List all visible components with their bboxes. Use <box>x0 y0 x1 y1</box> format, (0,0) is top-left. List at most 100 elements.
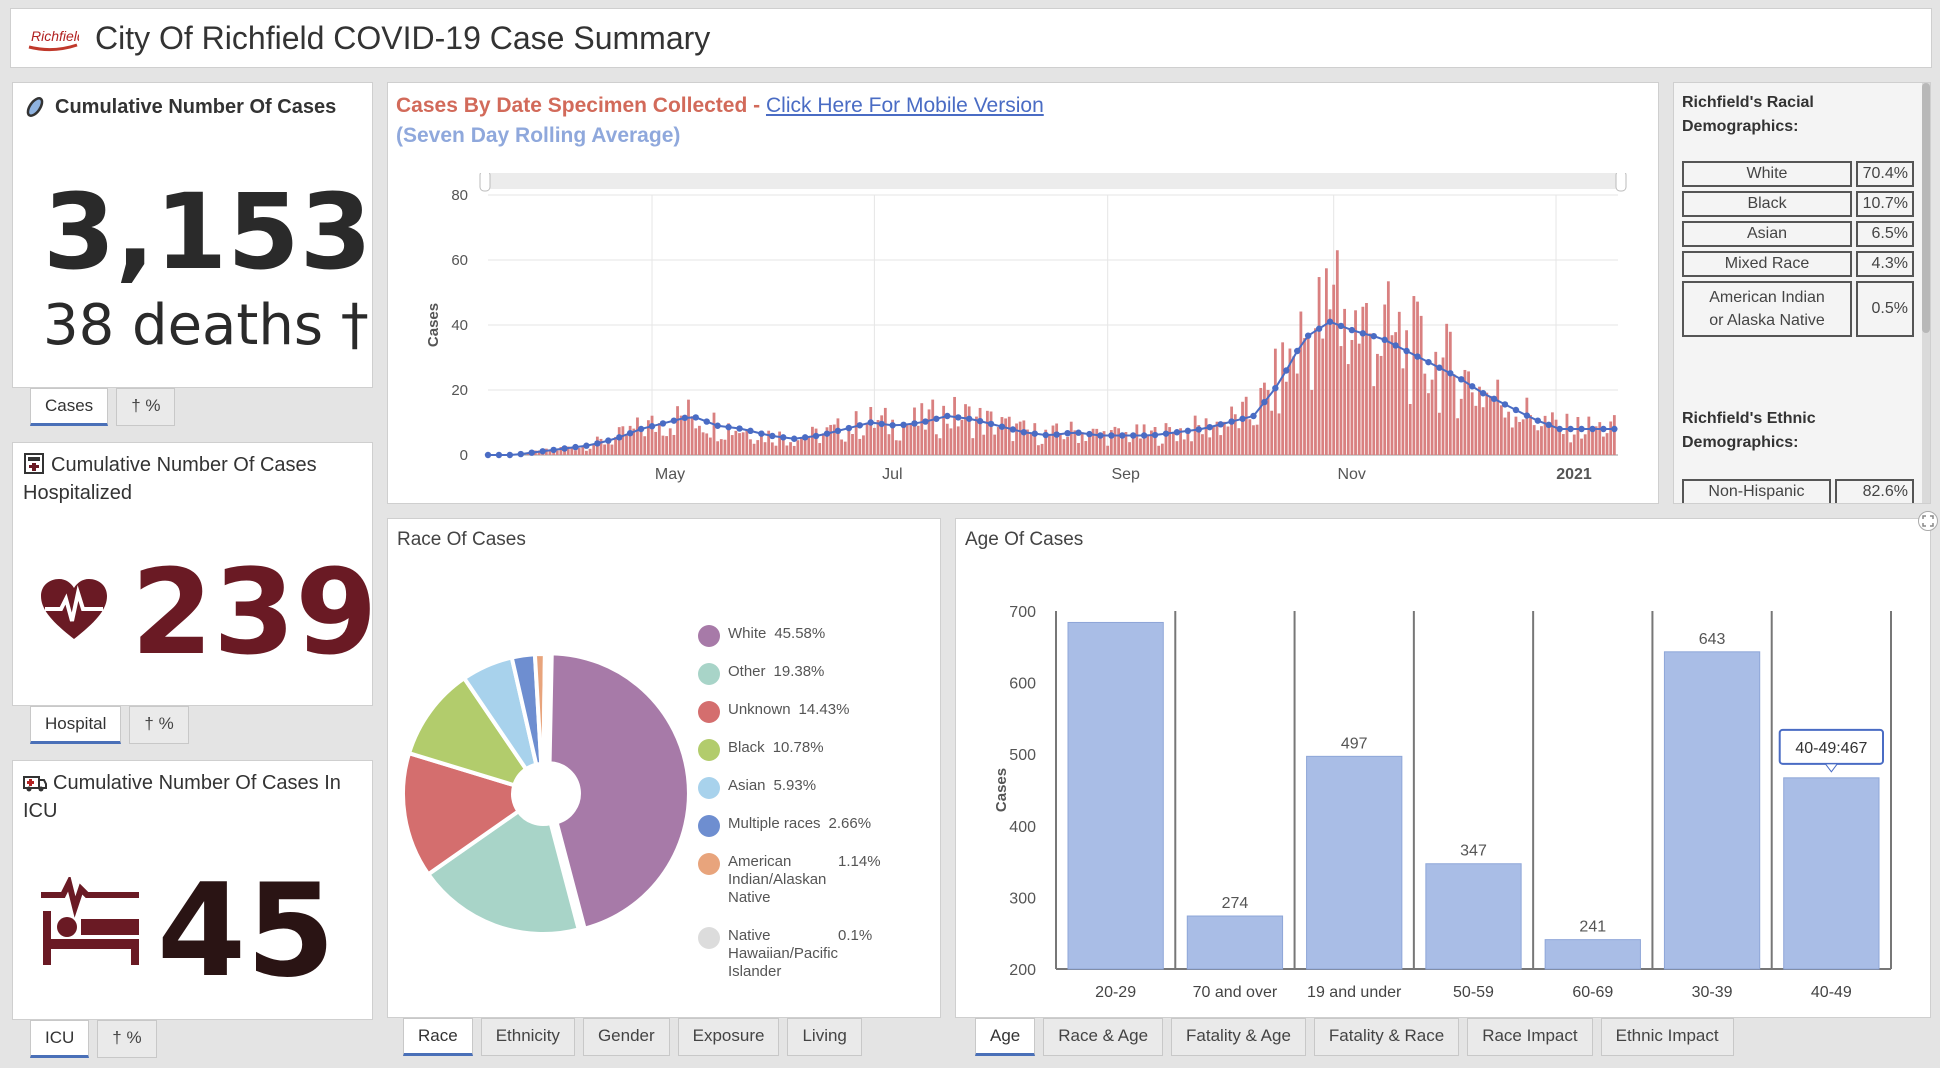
daily-case-bar <box>1510 427 1514 455</box>
rolling-average-point <box>1578 425 1585 433</box>
tab-fatality-and-race[interactable]: Fatality & Race <box>1313 1018 1460 1056</box>
age-bar[interactable] <box>1663 651 1761 970</box>
daily-case-bar <box>1463 369 1467 455</box>
daily-case-bar <box>1273 348 1277 455</box>
age-category-label: 50-59 <box>1453 984 1494 1001</box>
pie-slice[interactable] <box>547 651 688 932</box>
daily-case-bar <box>723 439 727 455</box>
tab-race[interactable]: Race <box>403 1018 473 1056</box>
pie-slice[interactable] <box>406 675 529 788</box>
rolling-average-point <box>1064 429 1071 437</box>
pie-slice[interactable] <box>541 651 548 767</box>
legend-item[interactable]: Other 19.38% <box>698 663 824 685</box>
racial-value: 0.5% <box>1856 281 1914 337</box>
range-slider-handle-right[interactable] <box>1615 173 1627 192</box>
daily-case-bar <box>1529 415 1532 455</box>
expand-icon[interactable] <box>1918 511 1938 531</box>
daily-case-bar <box>1047 434 1051 455</box>
age-bar[interactable] <box>1186 915 1284 970</box>
timeline-x-tick: May <box>655 466 685 483</box>
daily-case-bar <box>566 446 570 455</box>
demographics-scrollbar[interactable] <box>1922 83 1930 503</box>
racial-label: Black <box>1682 191 1852 217</box>
tab-hospital-death-percent[interactable]: † % <box>129 706 189 744</box>
legend-item[interactable]: American Indian/Alaskan Native 1.14% <box>698 853 881 907</box>
tab-icu-death-percent[interactable]: † % <box>97 1020 157 1058</box>
age-y-tick: 500 <box>1009 747 1036 764</box>
range-slider-track[interactable] <box>484 173 1622 189</box>
tab-cases-death-percent[interactable]: † % <box>116 388 176 426</box>
mobile-version-link[interactable]: Click Here For Mobile Version <box>765 94 1044 117</box>
tab-ethnic-impact[interactable]: Ethnic Impact <box>1600 1018 1734 1056</box>
daily-case-bar <box>1252 425 1255 455</box>
legend-item[interactable]: Native Hawaiian/Pacific Islander 0.1% <box>698 927 872 981</box>
tab-cases[interactable]: Cases <box>30 388 109 426</box>
pie-slice[interactable] <box>401 750 522 878</box>
rolling-average-point <box>1294 347 1301 355</box>
range-slider-handle-left[interactable] <box>479 173 491 192</box>
rolling-average-point <box>1151 431 1159 439</box>
rolling-average-point <box>1611 425 1618 433</box>
age-bar-value: 347 <box>1460 843 1487 860</box>
rolling-average-point <box>670 417 678 424</box>
pie-slice[interactable] <box>425 808 582 936</box>
tab-hospital[interactable]: Hospital <box>30 706 122 744</box>
daily-case-bar <box>1303 338 1306 455</box>
daily-case-bar <box>814 428 818 455</box>
age-bar[interactable] <box>1783 777 1880 970</box>
legend-item[interactable]: Black 10.78% <box>698 739 824 761</box>
daily-case-bar <box>1514 416 1518 455</box>
age-bar[interactable] <box>1425 863 1522 970</box>
legend-item[interactable]: Multiple races 2.66% <box>698 815 871 837</box>
daily-case-bar <box>1215 421 1219 455</box>
daily-case-bar <box>1445 323 1449 455</box>
age-bar[interactable] <box>1067 621 1164 970</box>
daily-case-bar <box>1310 389 1314 455</box>
timeline-y-tick: 80 <box>451 187 468 204</box>
legend-percent: 0.1% <box>838 927 873 944</box>
tab-living[interactable]: Living <box>787 1018 862 1056</box>
legend-item[interactable]: Asian 5.93% <box>698 777 816 799</box>
legend-item[interactable]: Unknown 14.43% <box>698 701 849 723</box>
tab-age[interactable]: Age <box>975 1018 1036 1056</box>
daily-case-bar <box>1157 445 1161 455</box>
rolling-average-point <box>506 451 514 459</box>
rolling-average-point <box>856 422 864 429</box>
hospital-card: Cumulative Number Of Cases Hospitalized … <box>12 442 377 706</box>
tab-icu[interactable]: ICU <box>30 1020 90 1058</box>
legend-label: American Indian/Alaskan Native <box>728 853 827 906</box>
tab-gender[interactable]: Gender <box>582 1018 670 1056</box>
page-title: City Of Richfield COVID-19 Case Summary <box>95 19 711 56</box>
daily-case-bar <box>1540 426 1543 455</box>
rolling-average-point <box>561 445 568 452</box>
daily-case-bar <box>639 429 643 455</box>
tab-ethnicity[interactable]: Ethnicity <box>480 1018 575 1056</box>
age-category-label: 60-69 <box>1572 984 1613 1001</box>
tab-exposure[interactable]: Exposure <box>677 1018 780 1056</box>
daily-case-bar <box>1335 250 1339 455</box>
daily-case-bar <box>1437 412 1441 455</box>
daily-case-bar <box>1124 432 1128 455</box>
daily-case-bar <box>789 442 792 455</box>
age-bar[interactable] <box>1306 755 1403 970</box>
tab-race-and-age[interactable]: Race & Age <box>1043 1018 1164 1056</box>
legend-item[interactable]: White 45.58% <box>698 625 825 647</box>
daily-case-bar <box>869 406 873 455</box>
daily-case-bar <box>1190 441 1193 455</box>
daily-case-bar <box>1489 395 1492 455</box>
daily-case-bar <box>1602 436 1605 455</box>
tab-race-impact[interactable]: Race Impact <box>1467 1018 1593 1056</box>
legend-label: White <box>728 625 767 642</box>
legend-swatch <box>698 927 720 949</box>
page-header: Richfield City Of Richfield COVID-19 Cas… <box>10 8 1932 68</box>
age-bar[interactable] <box>1544 939 1641 970</box>
tab-fatality-and-age[interactable]: Fatality & Age <box>1171 1018 1306 1056</box>
daily-case-bar <box>661 435 665 455</box>
daily-case-bar <box>1146 435 1150 455</box>
daily-case-bar <box>854 411 858 455</box>
legend-swatch <box>698 739 720 761</box>
daily-case-bar <box>727 423 730 455</box>
daily-case-bar <box>1102 431 1106 455</box>
daily-case-bar <box>1197 425 1201 455</box>
legend-label: Unknown <box>728 701 791 718</box>
